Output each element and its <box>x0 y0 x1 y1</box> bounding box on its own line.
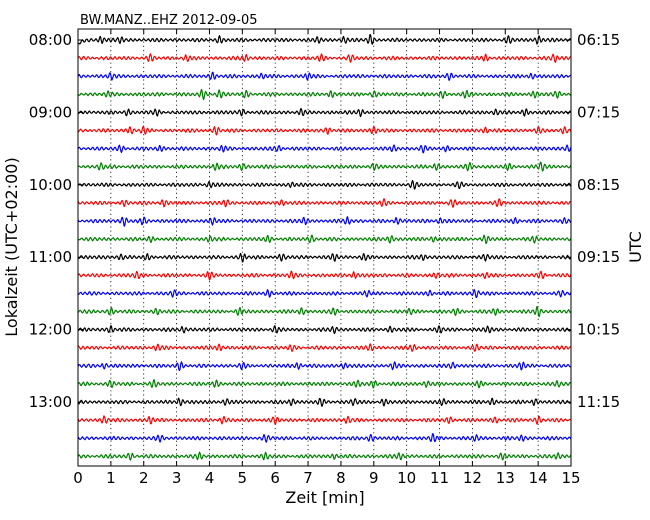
x-tick-label: 7 <box>303 469 313 487</box>
x-tick-label: 6 <box>270 469 280 487</box>
y-tick-label-right: 07:15 <box>577 103 620 121</box>
x-tick-label: 1 <box>106 469 116 487</box>
trace-row-20 <box>77 379 572 389</box>
trace-row-5 <box>77 107 572 118</box>
x-grid <box>110 29 539 466</box>
trace-row-8 <box>77 161 572 172</box>
axis-ticks: 0 1 2 3 4 5 6 7 8 9 10 11 12 13 14 1508:0009:0010:0011:… <box>29 29 620 487</box>
trace-row-12 <box>77 234 572 245</box>
x-axis-label: Zeit [min] <box>285 488 364 507</box>
trace-row-18 <box>77 343 572 352</box>
y-tick-label-left: 08:00 <box>29 31 72 49</box>
trace-row-6 <box>77 125 572 136</box>
trace-row-21 <box>77 397 572 407</box>
trace-row-11 <box>77 216 572 227</box>
trace-row-23 <box>77 433 572 443</box>
trace-row-13 <box>77 252 572 263</box>
trace-row-24 <box>77 451 572 461</box>
y-tick-label-left: 12:00 <box>29 321 72 339</box>
x-tick-label: 15 <box>561 469 580 487</box>
x-tick-label: 13 <box>496 469 515 487</box>
y-tick-label-left: 11:00 <box>29 248 72 266</box>
y-tick-label-left: 13:00 <box>29 393 72 411</box>
y-tick-label-left: 10:00 <box>29 176 72 194</box>
x-tick-label: 9 <box>369 469 379 487</box>
trace-row-2 <box>77 53 572 63</box>
trace-row-14 <box>77 270 572 281</box>
x-tick-label: 4 <box>205 469 215 487</box>
y-axis-label-right: UTC <box>626 231 645 263</box>
x-tick-label: 14 <box>529 469 548 487</box>
y-tick-label-right: 09:15 <box>577 248 620 266</box>
x-tick-label: 5 <box>238 469 248 487</box>
y-tick-label-right: 10:15 <box>577 321 620 339</box>
y-axis-label-left: Lokalzeit (UTC+02:00) <box>2 157 21 336</box>
trace-row-9 <box>77 179 572 190</box>
x-tick-label: 10 <box>397 469 416 487</box>
trace-row-1 <box>77 33 572 45</box>
x-tick-label: 11 <box>430 469 449 487</box>
chart-title: BW.MANZ..EHZ 2012-09-05 <box>80 13 258 28</box>
trace-row-10 <box>77 198 572 208</box>
x-tick-label: 2 <box>139 469 149 487</box>
trace-row-15 <box>77 289 572 299</box>
trace-row-4 <box>77 88 572 101</box>
trace-row-16 <box>77 305 572 318</box>
seismogram-traces <box>77 33 572 461</box>
trace-row-7 <box>77 144 572 154</box>
trace-row-3 <box>77 71 572 81</box>
plot-frame <box>77 28 572 467</box>
trace-row-22 <box>77 415 572 425</box>
x-tick-label: 0 <box>73 469 83 487</box>
y-tick-label-right: 11:15 <box>577 393 620 411</box>
trace-row-17 <box>77 325 572 335</box>
x-tick-label: 12 <box>463 469 482 487</box>
y-tick-label-right: 08:15 <box>577 176 620 194</box>
x-tick-label: 3 <box>172 469 182 487</box>
x-tick-label: 8 <box>336 469 346 487</box>
y-tick-label-left: 09:00 <box>29 103 72 121</box>
y-tick-label-right: 06:15 <box>577 31 620 49</box>
trace-row-19 <box>77 361 572 372</box>
